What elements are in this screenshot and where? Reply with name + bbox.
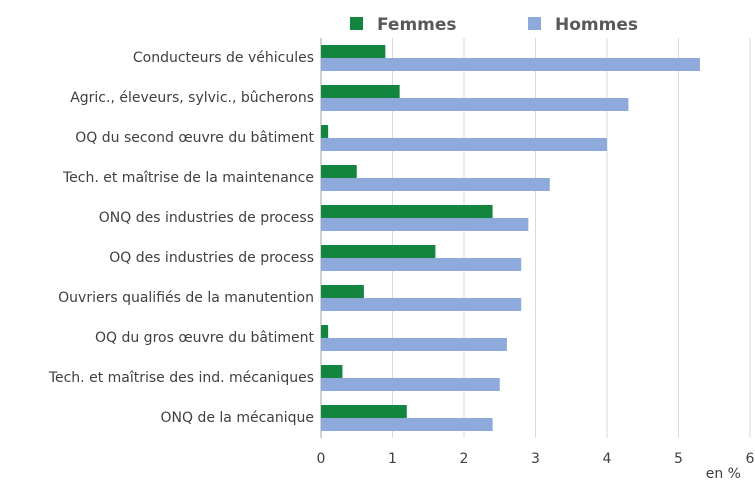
y-tick-label: Ouvriers qualifiés de la manutention	[58, 290, 314, 306]
bar	[321, 378, 500, 391]
x-axis-label: en %	[706, 466, 741, 482]
bar	[321, 285, 364, 298]
bar	[321, 178, 550, 191]
legend-swatch	[350, 17, 363, 30]
bar	[321, 85, 400, 98]
x-tick-label: 3	[531, 451, 540, 467]
legend-label: Hommes	[555, 15, 638, 35]
bar	[321, 165, 357, 178]
bar	[321, 245, 436, 258]
legend-label: Femmes	[377, 15, 457, 35]
bar	[321, 405, 407, 418]
bar	[321, 365, 343, 378]
bar	[321, 98, 629, 111]
y-tick-label: ONQ des industries de process	[99, 210, 314, 226]
x-tick-label: 0	[317, 451, 326, 467]
x-tick-label: 2	[460, 451, 469, 467]
bar	[321, 138, 607, 151]
y-tick-label: Tech. et maîtrise des ind. mécaniques	[48, 370, 314, 386]
bar	[321, 58, 700, 71]
y-tick-label: ONQ de la mécanique	[161, 410, 315, 426]
bar	[321, 418, 493, 431]
x-tick-label: 5	[674, 451, 683, 467]
legend-swatch	[528, 17, 541, 30]
bar	[321, 218, 529, 231]
y-tick-label: Tech. et maîtrise de la maintenance	[62, 170, 314, 186]
bar	[321, 298, 522, 311]
y-tick-label: OQ du second œuvre du bâtiment	[75, 130, 314, 146]
bar	[321, 338, 507, 351]
bar	[321, 205, 493, 218]
y-tick-label: OQ du gros œuvre du bâtiment	[95, 330, 315, 346]
y-tick-label: OQ des industries de process	[109, 250, 314, 266]
y-tick-label: Conducteurs de véhicules	[133, 50, 314, 66]
x-tick-label: 1	[388, 451, 397, 467]
bar	[321, 45, 386, 58]
x-tick-label: 6	[746, 451, 755, 467]
y-tick-label: Agric., éleveurs, sylvic., bûcherons	[70, 90, 314, 106]
x-tick-label: 4	[603, 451, 612, 467]
bar	[321, 325, 329, 338]
bar	[321, 258, 522, 271]
bar	[321, 125, 329, 138]
